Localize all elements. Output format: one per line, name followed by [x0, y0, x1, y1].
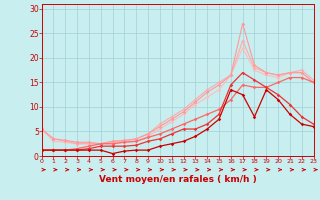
X-axis label: Vent moyen/en rafales ( km/h ): Vent moyen/en rafales ( km/h )	[99, 175, 256, 184]
